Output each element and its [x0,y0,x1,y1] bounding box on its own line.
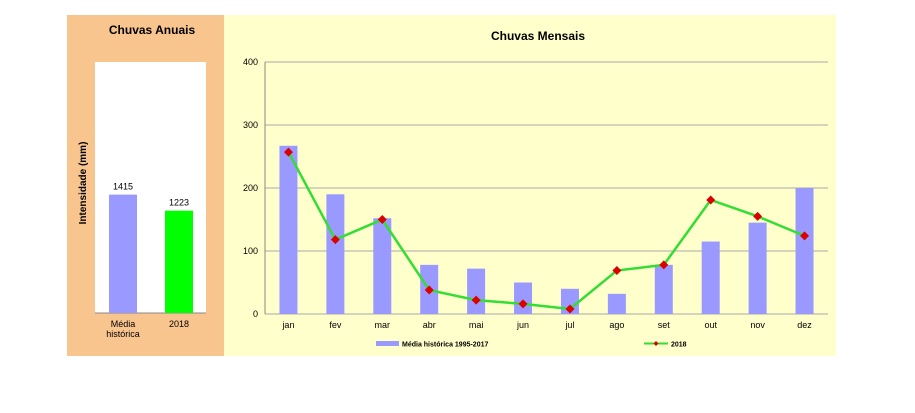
annual-x-tick-label: Média [111,319,136,329]
monthly-bar [326,194,345,314]
legend-label-historical: Média histórica 1995-2017 [402,342,488,349]
monthly-x-tick-label: ago [609,320,624,330]
monthly-bar [748,222,767,314]
monthly-x-tick-label: fev [329,320,342,330]
legend-swatch-historical [376,341,399,346]
legend-swatch-2018-marker [653,341,659,346]
monthly-x-tick-label: nov [750,320,765,330]
annual-y-axis-label: Intensidade (mm) [78,142,89,225]
annual-x-tick-label: 2018 [169,319,189,329]
monthly-line-marker [800,231,810,241]
monthly-bar [654,264,673,314]
monthly-x-tick-label: out [704,320,717,330]
annual-bar [109,194,137,313]
annual-bar [165,210,193,313]
monthly-line-marker [565,304,575,314]
monthly-bar [795,188,814,314]
monthly-y-tick-label: 0 [253,309,258,319]
monthly-y-tick-label: 100 [243,246,258,256]
monthly-line-marker [330,235,340,245]
monthly-y-tick-label: 400 [243,57,258,67]
monthly-line-marker [659,260,669,270]
monthly-chart-title: Chuvas Mensais [491,29,585,43]
monthly-bar [373,218,392,314]
monthly-line-marker [612,266,622,276]
monthly-bar [279,145,298,314]
monthly-rain-chart: Chuvas Mensais 0 100 200 300 400 jan fev mar abr m… [243,29,828,349]
monthly-x-tick-label: dez [797,320,812,330]
annual-chart-title: Chuvas Anuais [109,23,196,37]
monthly-line-marker [706,195,716,205]
annual-rain-panel: Chuvas Anuais 1415 Média histórica 1223 2018 I… [67,15,224,356]
monthly-bar [514,282,533,314]
monthly-x-tick-label: jun [516,320,529,330]
monthly-bar [467,268,486,314]
monthly-x-tick-label: jan [281,320,294,330]
annual-x-tick-label: histórica [106,329,140,339]
annual-data-label: 1415 [113,182,133,192]
monthly-x-tick-label: mar [375,320,391,330]
monthly-x-tick-label: jul [564,320,574,330]
annual-data-label: 1223 [169,198,189,208]
monthly-x-tick-label: set [658,320,671,330]
monthly-series-line-2018 [287,151,806,311]
monthly-x-tick-label: mai [469,320,484,330]
monthly-line-marker [377,215,387,224]
monthly-line-marker [518,299,528,309]
monthly-line-marker [753,211,763,221]
monthly-line-marker [283,147,293,157]
legend-label-2018: 2018 [671,342,687,349]
monthly-x-tick-label: abr [423,320,436,330]
monthly-line-marker [471,295,481,305]
monthly-bar [701,241,720,314]
monthly-y-tick-label: 200 [243,183,258,193]
monthly-rain-panel: Chuvas Mensais 0 100 200 300 400 jan fev mar abr m… [224,15,836,356]
monthly-y-tick-label: 300 [243,120,258,130]
monthly-bar [607,293,626,314]
monthly-line-marker [424,285,434,295]
